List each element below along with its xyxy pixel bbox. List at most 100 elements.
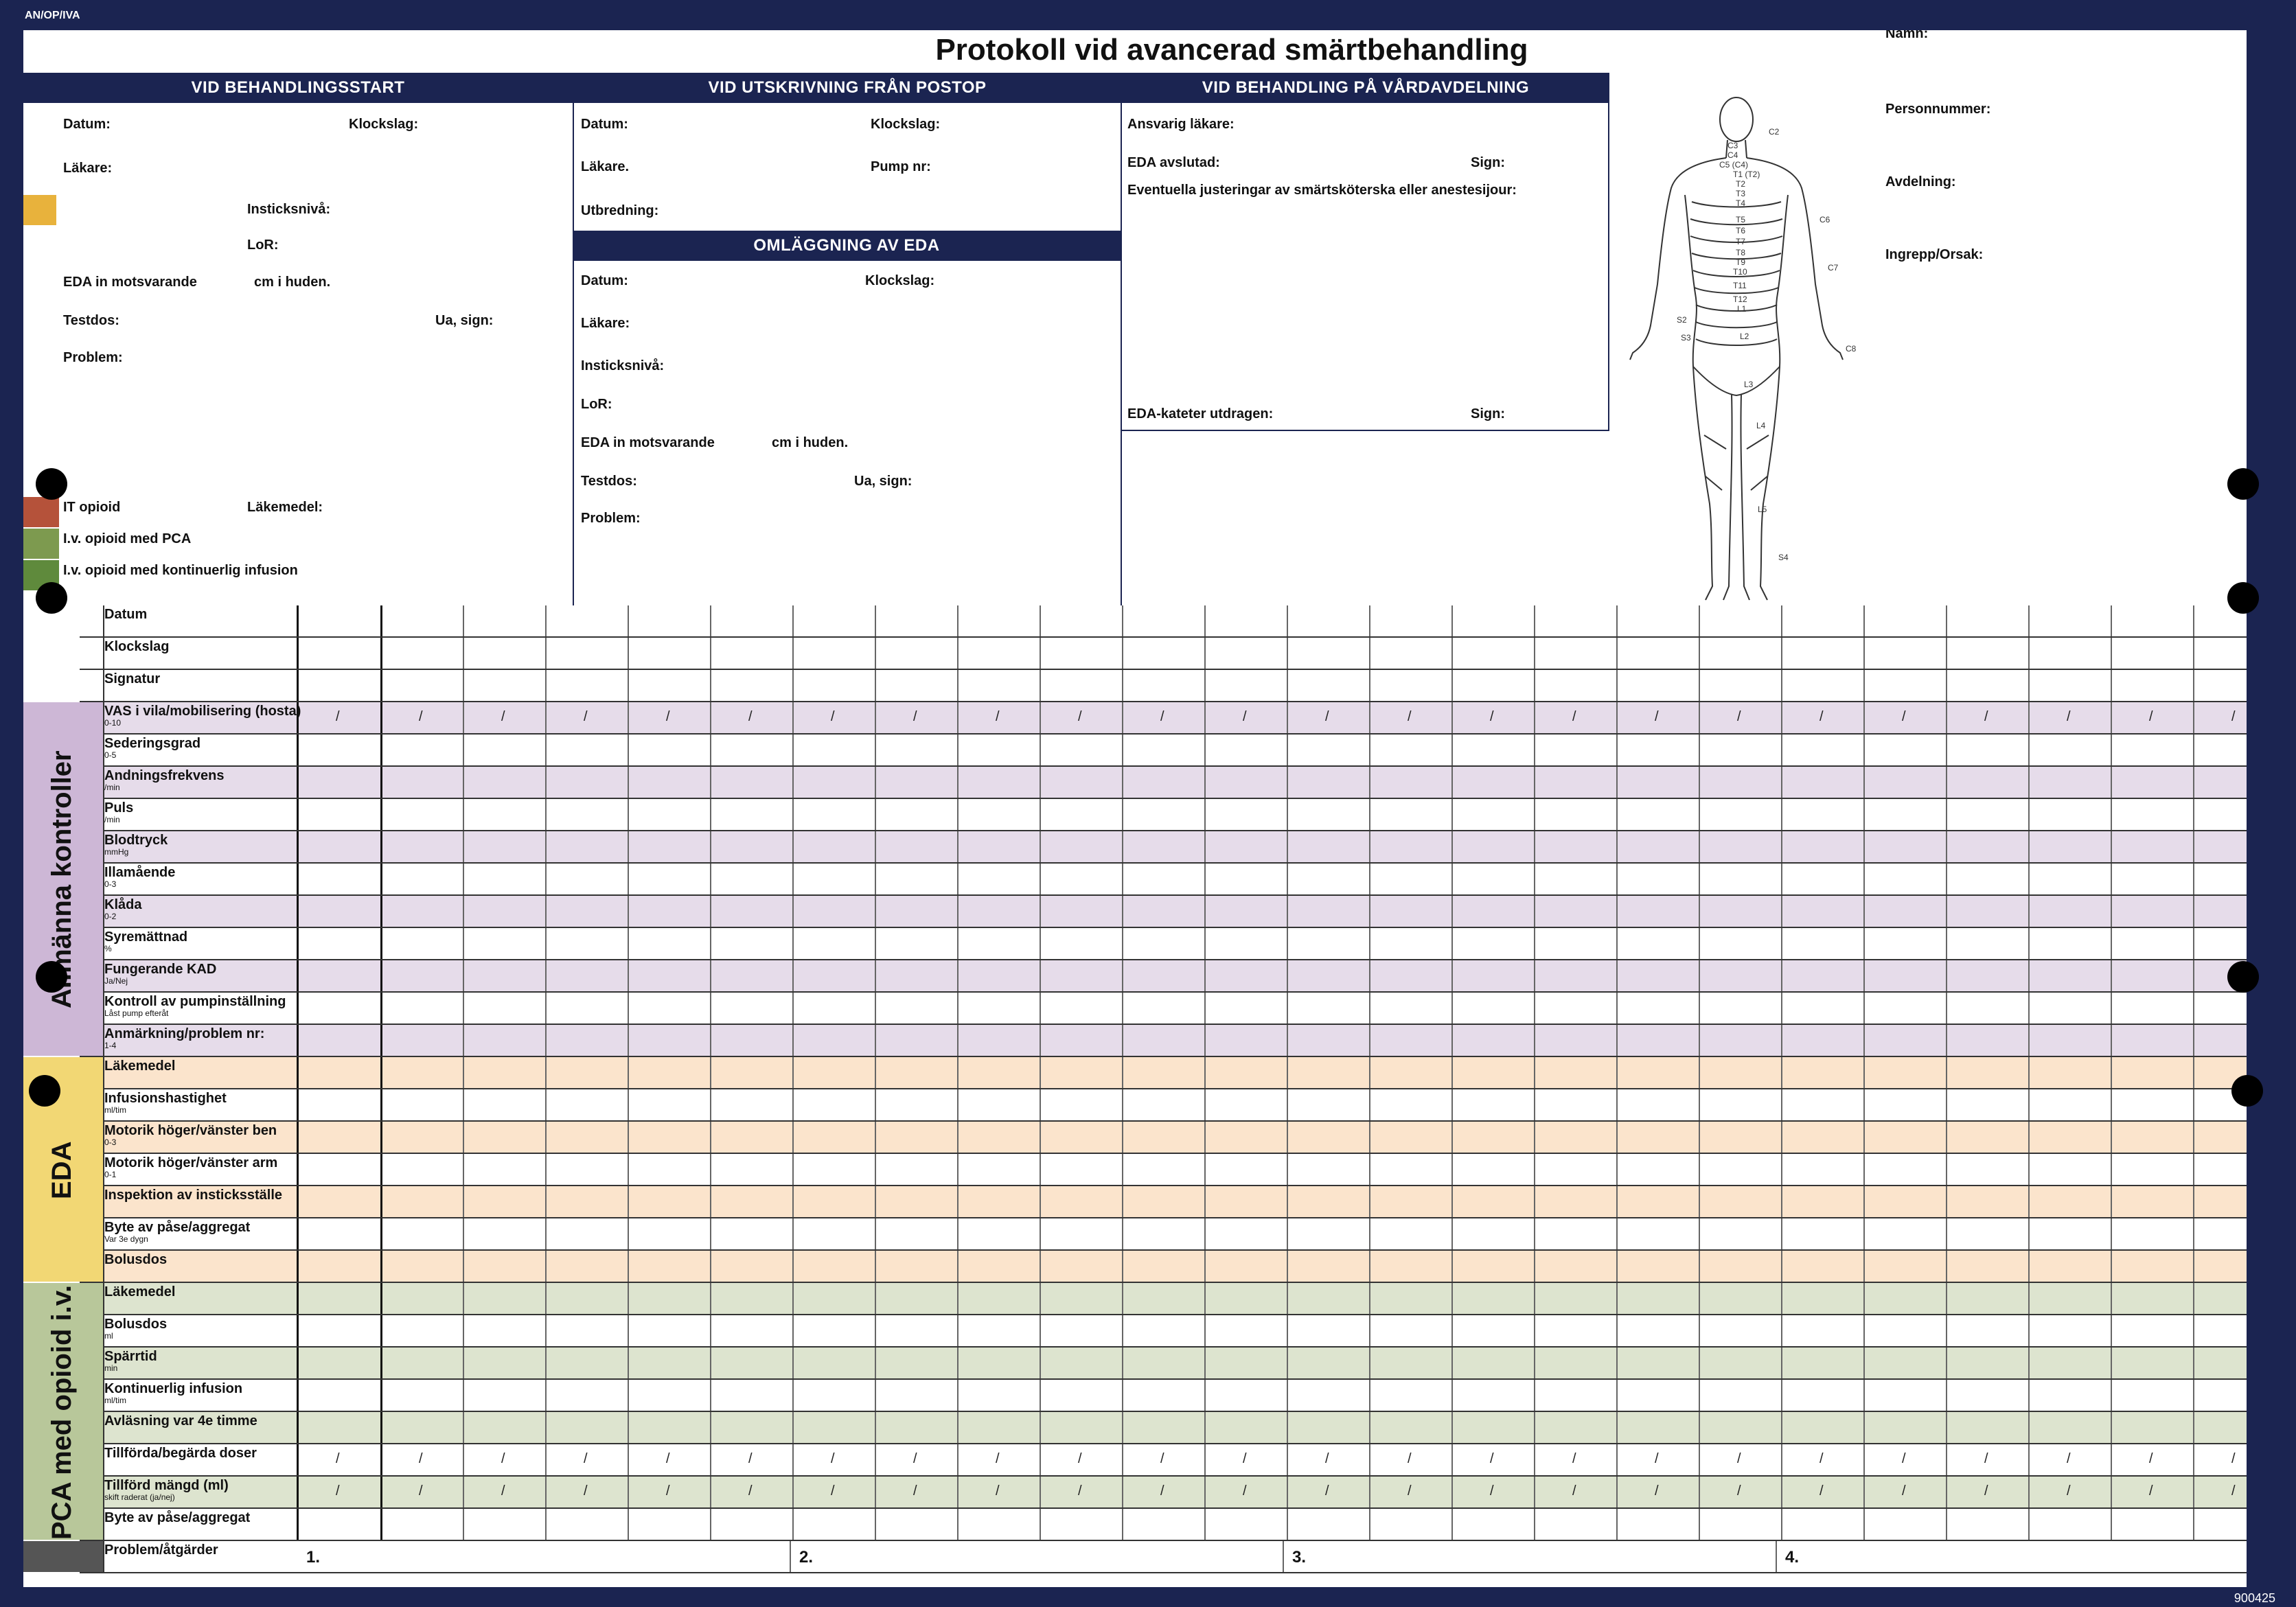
cell-divider bbox=[2111, 831, 2112, 862]
cell-divider bbox=[1863, 670, 1865, 701]
document-code: AN/OP/IVA bbox=[25, 10, 80, 21]
cell-divider bbox=[1781, 1089, 1782, 1120]
cell-slash: / bbox=[1325, 709, 1329, 724]
cell-divider bbox=[1369, 799, 1370, 830]
cell-divider bbox=[2111, 1477, 2112, 1507]
cell-divider bbox=[1776, 1541, 1777, 1572]
cell-divider bbox=[1534, 1122, 1535, 1153]
cell-divider bbox=[297, 1315, 299, 1346]
cell-divider bbox=[710, 1025, 711, 1056]
cell-divider bbox=[1287, 1025, 1288, 1056]
cell-divider bbox=[957, 702, 958, 733]
cell-divider bbox=[545, 1315, 547, 1346]
cell-divider bbox=[1781, 1218, 1782, 1249]
cell-divider bbox=[1122, 1057, 1123, 1088]
cell-divider bbox=[792, 1122, 794, 1153]
cell-divider bbox=[628, 605, 629, 636]
cell-divider bbox=[463, 1251, 464, 1282]
cell-divider bbox=[875, 767, 876, 798]
cell-divider bbox=[1946, 1122, 1947, 1153]
cell-divider bbox=[2193, 1315, 2194, 1346]
cell-divider bbox=[1122, 1186, 1123, 1217]
vard-sign-label: Sign: bbox=[1471, 155, 1505, 170]
oml-datum-label: Datum: bbox=[581, 273, 628, 288]
cell-divider bbox=[463, 831, 464, 862]
cell-divider bbox=[792, 1218, 794, 1249]
row-label: Byte av påse/aggregat Var 3e dygn bbox=[104, 1220, 251, 1244]
cell-divider bbox=[1699, 993, 1700, 1024]
cell-divider bbox=[2193, 1477, 2194, 1507]
cell-divider bbox=[2111, 1154, 2112, 1185]
cell-divider bbox=[1534, 896, 1535, 927]
row-label: Illamående 0-3 bbox=[104, 865, 176, 889]
cell-divider bbox=[2111, 928, 2112, 959]
cell-slash: / bbox=[996, 1483, 1000, 1499]
cell-divider bbox=[1534, 1218, 1535, 1249]
cell-divider bbox=[957, 799, 958, 830]
start-lor-label: LoR: bbox=[247, 238, 279, 253]
cell-divider bbox=[297, 1122, 299, 1153]
cell-divider bbox=[1040, 1218, 1041, 1249]
cell-divider bbox=[1946, 1089, 1947, 1120]
cell-slash: / bbox=[1737, 1483, 1741, 1499]
cell-divider bbox=[463, 1089, 464, 1120]
cell-divider bbox=[2193, 735, 2194, 765]
cell-divider bbox=[1781, 1025, 1782, 1056]
start-cm-label: cm i huden. bbox=[254, 275, 331, 290]
cell-divider bbox=[1946, 702, 1947, 733]
dermatome-label: T9 bbox=[1736, 257, 1745, 267]
oml-eda-in-label: EDA in motsvarande bbox=[581, 435, 715, 450]
cell-divider bbox=[1287, 1122, 1288, 1153]
cell-divider bbox=[792, 960, 794, 991]
cell-divider bbox=[1369, 1444, 1370, 1475]
cell-slash: / bbox=[1984, 1483, 1988, 1499]
cell-divider bbox=[1946, 960, 1947, 991]
cell-divider bbox=[1781, 638, 1782, 669]
cell-divider bbox=[1616, 1348, 1618, 1378]
cell-divider bbox=[1369, 1251, 1370, 1282]
cell-divider bbox=[1946, 1057, 1947, 1088]
cell-divider bbox=[1369, 767, 1370, 798]
cell-divider bbox=[463, 928, 464, 959]
cell-divider bbox=[2193, 1412, 2194, 1443]
cell-divider bbox=[1369, 605, 1370, 636]
cell-divider bbox=[2193, 1348, 2194, 1378]
cell-divider bbox=[545, 993, 547, 1024]
row-label: Avläsning var 4e timme bbox=[104, 1413, 257, 1429]
cell-slash: / bbox=[748, 1483, 753, 1499]
cell-divider bbox=[463, 1412, 464, 1443]
vard-kateter-label: EDA-kateter utdragen: bbox=[1127, 406, 1274, 421]
cell-divider bbox=[1699, 638, 1700, 669]
cell-divider bbox=[463, 670, 464, 701]
cell-divider bbox=[875, 1251, 876, 1282]
cell-divider bbox=[2111, 767, 2112, 798]
cell-divider bbox=[628, 1444, 629, 1475]
cell-divider bbox=[2193, 896, 2194, 927]
cell-divider bbox=[792, 1154, 794, 1185]
row-label: Anmärkning/problem nr: 1-4 bbox=[104, 1026, 265, 1050]
cell-divider bbox=[957, 1348, 958, 1378]
cell-divider bbox=[380, 1122, 382, 1153]
cell-divider bbox=[1451, 1283, 1453, 1314]
cell-slash: / bbox=[1819, 1451, 1824, 1466]
table-row: Anmärkning/problem nr: 1-4 bbox=[80, 1025, 2247, 1057]
cell-divider bbox=[1863, 864, 1865, 894]
cell-slash: / bbox=[419, 1483, 423, 1499]
cell-divider bbox=[1781, 1477, 1782, 1507]
cell-divider bbox=[2193, 1251, 2194, 1282]
cell-divider bbox=[463, 702, 464, 733]
cell-divider bbox=[545, 638, 547, 669]
cell-divider bbox=[2111, 1509, 2112, 1540]
pca-swatch bbox=[23, 529, 59, 559]
cell-divider bbox=[1451, 1186, 1453, 1217]
row-label: Blodtryck mmHg bbox=[104, 833, 168, 857]
cell-slash: / bbox=[1902, 709, 1906, 724]
cell-divider bbox=[875, 1122, 876, 1153]
cell-divider bbox=[1204, 864, 1206, 894]
cell-divider bbox=[1040, 960, 1041, 991]
cell-divider bbox=[2028, 1283, 2030, 1314]
dermatome-label: S4 bbox=[1778, 553, 1789, 562]
patient-avdelning-label: Avdelning: bbox=[1885, 174, 1956, 189]
cell-divider bbox=[545, 605, 547, 636]
cell-divider bbox=[380, 864, 382, 894]
